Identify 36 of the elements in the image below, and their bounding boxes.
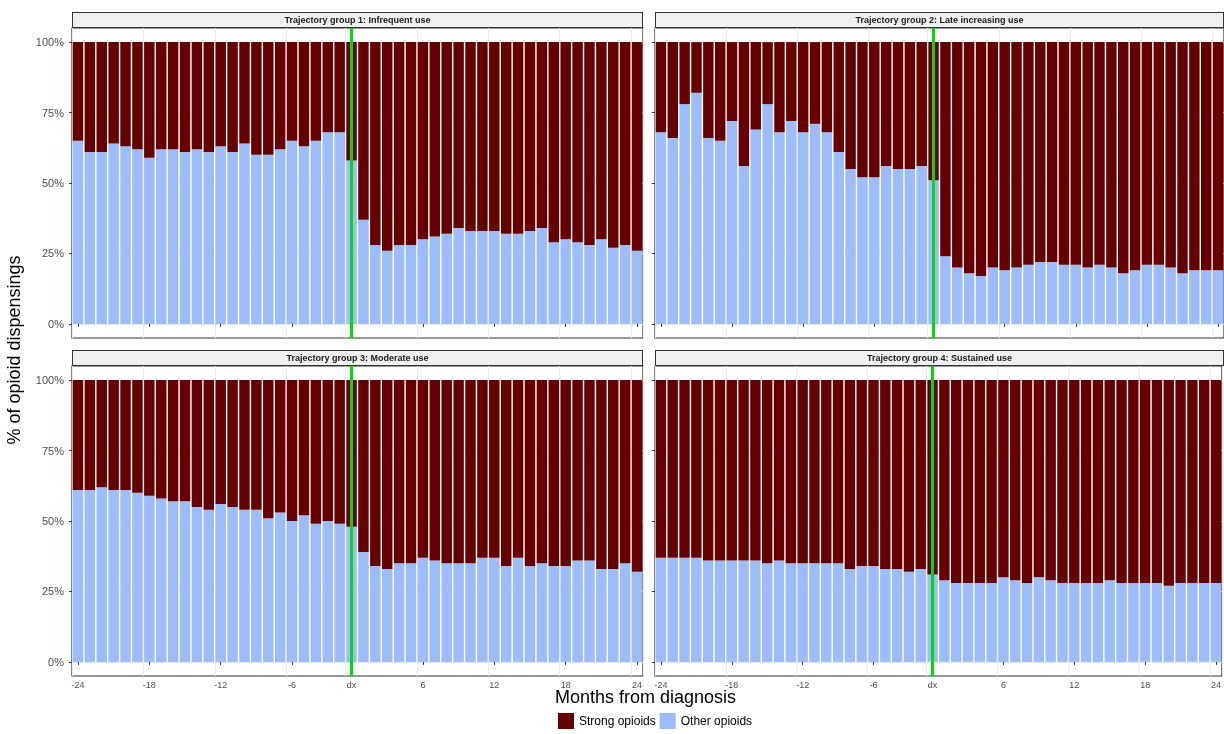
x-tick-label: -24 — [71, 679, 85, 690]
x-tick-label: 18 — [560, 679, 571, 690]
x-tick-label: dx — [346, 679, 357, 690]
y-tick-label: 0% — [48, 317, 65, 330]
x-tick-label: 12 — [1069, 679, 1080, 690]
x-axis-title: Months from diagnosis — [555, 687, 737, 707]
x-tick-label: 18 — [1140, 679, 1151, 690]
y-tick-label: 25% — [41, 585, 65, 598]
x-tick-label: 6 — [1000, 679, 1006, 690]
y-tick-label: 25% — [41, 247, 65, 260]
chart-title: Trajectory group 1: Infrequent use — [72, 12, 643, 28]
y-tick-label: 100% — [35, 374, 65, 387]
x-tick-label: 12 — [489, 679, 500, 690]
x-tick-label: -6 — [869, 679, 878, 690]
x-tick-label: -18 — [142, 679, 156, 690]
x-tick-label: 6 — [420, 679, 426, 690]
y-tick-label: 100% — [35, 36, 65, 49]
x-tick-label: 24 — [1211, 679, 1222, 690]
y-tick-label: 50% — [41, 515, 65, 527]
y-tick-label: 75% — [41, 444, 65, 457]
y-axis-title: % of opioid dispensings — [4, 255, 24, 445]
x-tick-label: -12 — [214, 679, 228, 690]
x-tick-label: -6 — [288, 679, 297, 690]
y-tick-label: 0% — [48, 655, 65, 668]
x-tick-label: dx — [927, 679, 938, 690]
chart-title: Trajectory group 2: Late increasing use — [655, 12, 1224, 28]
y-tick-label: 75% — [41, 106, 65, 119]
chart-title: Trajectory group 3: Moderate use — [72, 350, 643, 366]
x-tick-label: -24 — [654, 679, 668, 690]
y-tick-label: 50% — [41, 177, 65, 189]
legend-label: Strong opioids — [579, 714, 656, 728]
legend-label: Other opioids — [680, 714, 753, 728]
x-tick-label: -18 — [725, 679, 739, 690]
x-tick-label: -12 — [796, 679, 810, 690]
chart-title: Trajectory group 4: Sustained use — [655, 350, 1224, 366]
x-tick-label: 24 — [632, 679, 643, 690]
